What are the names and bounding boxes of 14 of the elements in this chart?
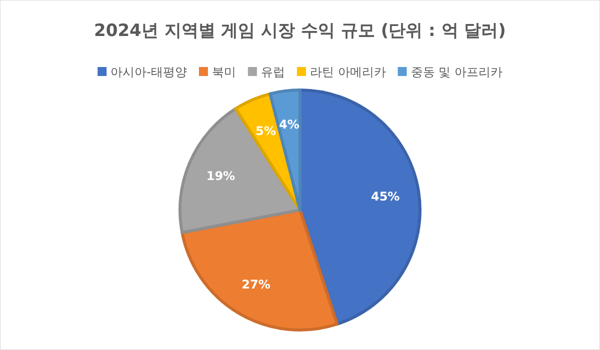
legend-label: 북미 (212, 65, 236, 80)
pie-slice (180, 208, 339, 332)
chart-title: 2024년 지역별 게임 시장 수익 규모 (단위 : 억 달러) (94, 21, 506, 41)
legend-label: 아시아-태평양 (110, 65, 187, 80)
legend-label: 라틴 아메리카 (310, 65, 386, 80)
pie-slice (298, 88, 422, 326)
legend-label: 중동 및 아프리카 (410, 65, 502, 80)
pie-slice (178, 107, 302, 234)
data-label: 5% (256, 124, 276, 138)
data-label: 4% (278, 117, 300, 132)
data-label: 45% (370, 190, 400, 204)
data-label: 27% (242, 278, 270, 292)
legend-label: 유럽 (260, 65, 285, 80)
data-label: 19% (206, 168, 236, 183)
